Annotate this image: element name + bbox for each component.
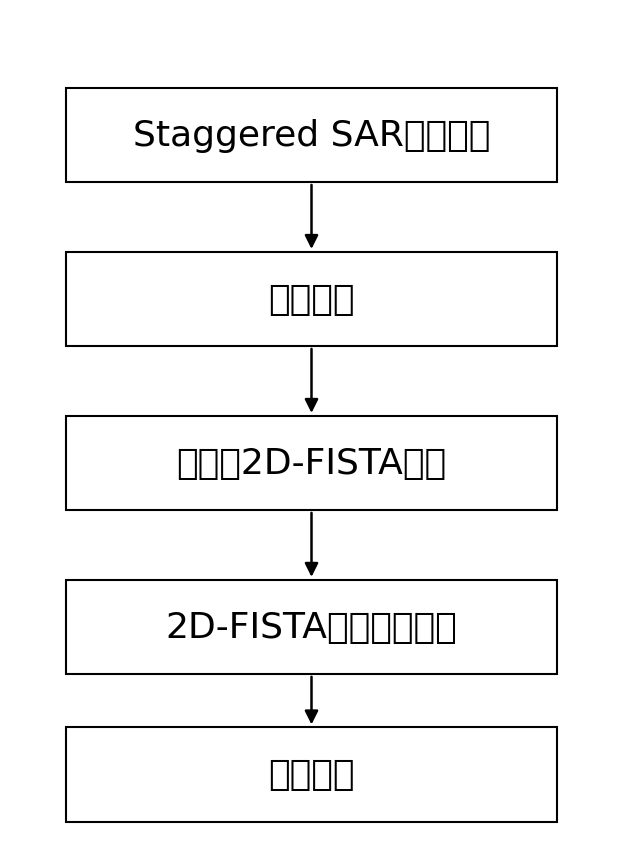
Text: 2D-FISTA迭代重构图像: 2D-FISTA迭代重构图像 [166,610,457,644]
Text: 初始刖2D-FISTA参数: 初始刖2D-FISTA参数 [176,446,447,480]
FancyBboxPatch shape [66,252,557,346]
Text: Staggered SAR回波数据: Staggered SAR回波数据 [133,119,490,153]
Text: 距离压缩: 距离压缩 [269,282,354,316]
FancyBboxPatch shape [66,580,557,674]
Text: 成像结果: 成像结果 [269,757,354,792]
FancyBboxPatch shape [66,89,557,183]
FancyBboxPatch shape [66,728,557,821]
FancyBboxPatch shape [66,416,557,510]
